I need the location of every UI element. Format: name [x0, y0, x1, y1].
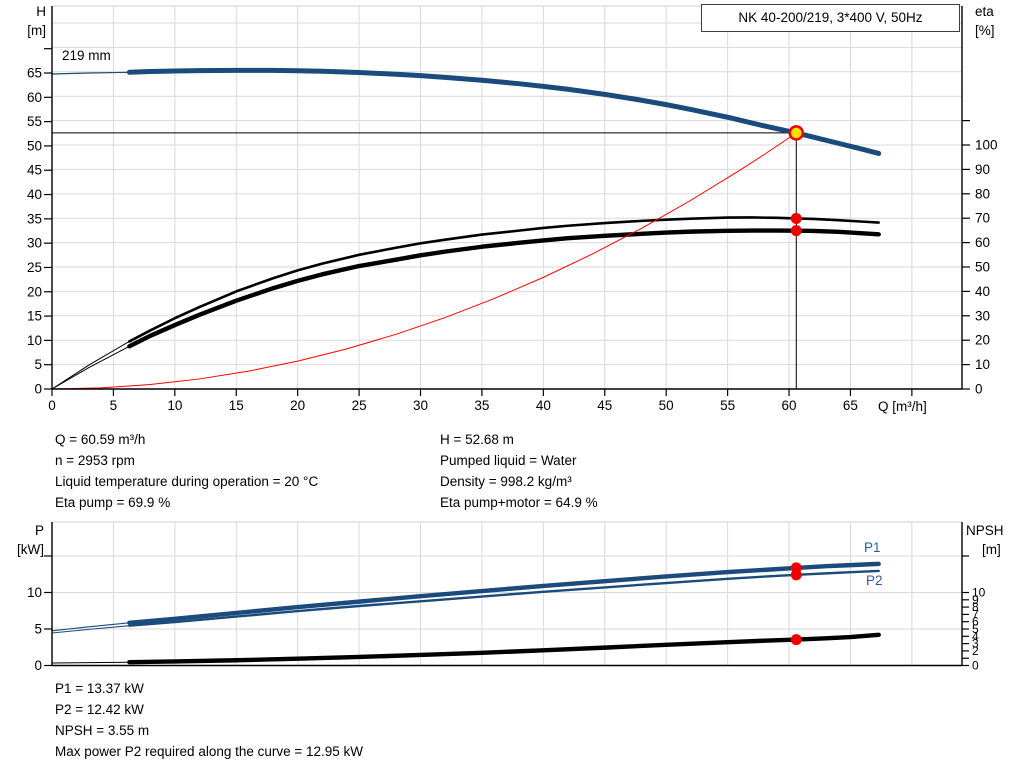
tick-label: 30 [413, 398, 428, 413]
info-n: n = 2953 rpm [55, 453, 135, 468]
p2-curve [128, 569, 880, 627]
info-q: Q = 60.59 m³/h [55, 432, 146, 447]
q-axis-label: Q [m³/h] [878, 399, 927, 414]
tick-label: 35 [474, 398, 489, 413]
tick-label: 50 [27, 138, 42, 153]
tick-label: 20 [975, 333, 990, 348]
tick-label: 0 [34, 382, 42, 397]
eta-pump-motor-curve [127, 228, 881, 349]
efficiency-point-marker [790, 225, 802, 237]
affinity-parabola [51, 132, 797, 390]
p2-series-label: P2 [866, 573, 883, 588]
tick-label: 60 [782, 398, 797, 413]
tick-label: 65 [843, 398, 858, 413]
info-npsh: NPSH = 3.55 m [55, 723, 150, 738]
info-p2: P2 = 12.42 kW [55, 702, 144, 717]
tick-label: 0 [975, 382, 983, 397]
tick-label: 65 [27, 66, 42, 81]
tick-label: 5 [34, 622, 42, 637]
eta-pump-curve [128, 216, 880, 343]
tick-label: 15 [229, 398, 244, 413]
h-axis-label: H [36, 4, 46, 19]
tick-label: 7 [972, 607, 979, 621]
p-axis-unit-label: [kW] [17, 542, 44, 557]
tick-label: 10 [972, 586, 986, 600]
tick-label: 5 [34, 357, 42, 372]
tick-label: 25 [27, 260, 42, 275]
npsh-curve [127, 632, 881, 665]
p2-curve-lead [51, 625, 130, 634]
tick-label: 25 [352, 398, 367, 413]
tick-label: 5 [110, 398, 118, 413]
tick-label: 10 [27, 333, 42, 348]
tick-label: 50 [975, 260, 990, 275]
info-pumped-liquid: Pumped liquid = Water [440, 453, 577, 468]
tick-label: 40 [975, 284, 990, 299]
tick-label: 20 [27, 284, 42, 299]
info-h: H = 52.68 m [440, 432, 514, 447]
tick-label: 100 [975, 138, 998, 153]
p1-curve-lead [51, 622, 130, 632]
info-max-power: Max power P2 required along the curve = … [55, 744, 364, 759]
tick-label: 3 [972, 637, 979, 651]
npsh-axis-label: NPSH [966, 523, 1004, 538]
tick-label: 4 [972, 629, 979, 643]
info-eta-pump: Eta pump = 69.9 % [55, 495, 171, 510]
duty-point-marker [788, 125, 805, 141]
tick-label: 60 [27, 90, 42, 105]
tick-label: 15 [27, 309, 42, 324]
duty-value-marker [790, 569, 802, 581]
duty-value-marker [790, 634, 802, 646]
npsh-curve-lead [51, 661, 130, 664]
tick-label: 45 [597, 398, 612, 413]
tick-label: 60 [975, 235, 990, 250]
tick-label: 0 [972, 659, 979, 673]
tick-label: 0 [48, 398, 56, 413]
p1-series-label: P1 [864, 540, 881, 555]
eta-axis-label: eta [975, 4, 994, 19]
eta-axis-unit-label: [%] [975, 23, 995, 38]
tick-label: 40 [536, 398, 551, 413]
tick-label: 20 [290, 398, 305, 413]
info-p1: P1 = 13.37 kW [55, 681, 144, 696]
info-eta-pump-motor: Eta pump+motor = 64.9 % [440, 495, 598, 510]
tick-label: 30 [27, 236, 42, 251]
h-axis-unit-label: [m] [27, 23, 46, 38]
eta-pump-motor-curve-lead [51, 345, 130, 390]
tick-label: 9 [972, 593, 979, 607]
tick-label: 10 [167, 398, 182, 413]
tick-label: 8 [972, 600, 979, 614]
tick-label: 55 [27, 114, 42, 129]
tick-label: 10 [27, 585, 42, 600]
pump-title-box: NK 40-200/219, 3*400 V, 50Hz [701, 4, 960, 32]
tick-label: 0 [34, 658, 42, 673]
impeller-diameter-label: 219 mm [62, 48, 111, 63]
info-density: Density = 998.2 kg/m³ [440, 474, 572, 489]
tick-label: 90 [975, 162, 990, 177]
head-curve [126, 67, 882, 156]
tick-label: 50 [659, 398, 674, 413]
tick-label: 6 [972, 615, 979, 629]
efficiency-point-marker [790, 212, 802, 224]
p1-curve [127, 561, 881, 625]
p-axis-label: P [34, 523, 44, 538]
tick-label: 30 [975, 308, 990, 323]
info-liquid-temp: Liquid temperature during operation = 20… [55, 474, 319, 489]
tick-label: 2 [972, 644, 979, 658]
tick-label: 5 [972, 622, 979, 636]
head-curve-lead [51, 71, 130, 75]
eta-pump-curve-lead [51, 340, 130, 390]
tick-label: 55 [720, 398, 735, 413]
npsh-axis-unit-label: [m] [982, 542, 1001, 557]
tick-label: 40 [27, 187, 42, 202]
tick-label: 35 [27, 211, 42, 226]
tick-label: 70 [975, 211, 990, 226]
tick-label: 45 [27, 163, 42, 178]
tick-label: 80 [975, 186, 990, 201]
tick-label: 10 [975, 357, 990, 372]
